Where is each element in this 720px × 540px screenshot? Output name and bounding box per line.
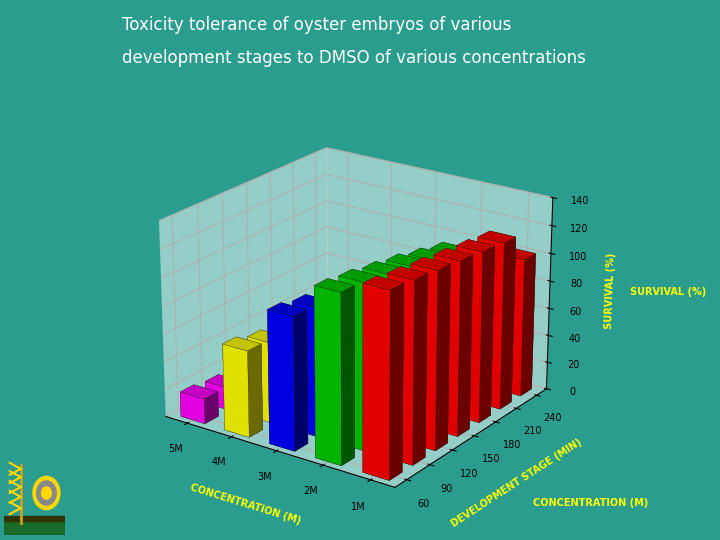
Circle shape: [33, 476, 60, 510]
Circle shape: [42, 487, 51, 499]
X-axis label: CONCENTRATION (M): CONCENTRATION (M): [189, 482, 302, 526]
Text: CONCENTRATION (M): CONCENTRATION (M): [533, 497, 648, 508]
Y-axis label: DEVELOPMENT STAGE (MIN): DEVELOPMENT STAGE (MIN): [449, 437, 583, 529]
Text: SURVIVAL (%): SURVIVAL (%): [630, 287, 706, 296]
Circle shape: [37, 481, 56, 505]
Bar: [4, 516, 65, 521]
Text: development stages to DMSO of various concentrations: development stages to DMSO of various co…: [122, 49, 586, 66]
Bar: [4, 518, 65, 535]
Text: Toxicity tolerance of oyster embryos of various: Toxicity tolerance of oyster embryos of …: [122, 16, 512, 34]
